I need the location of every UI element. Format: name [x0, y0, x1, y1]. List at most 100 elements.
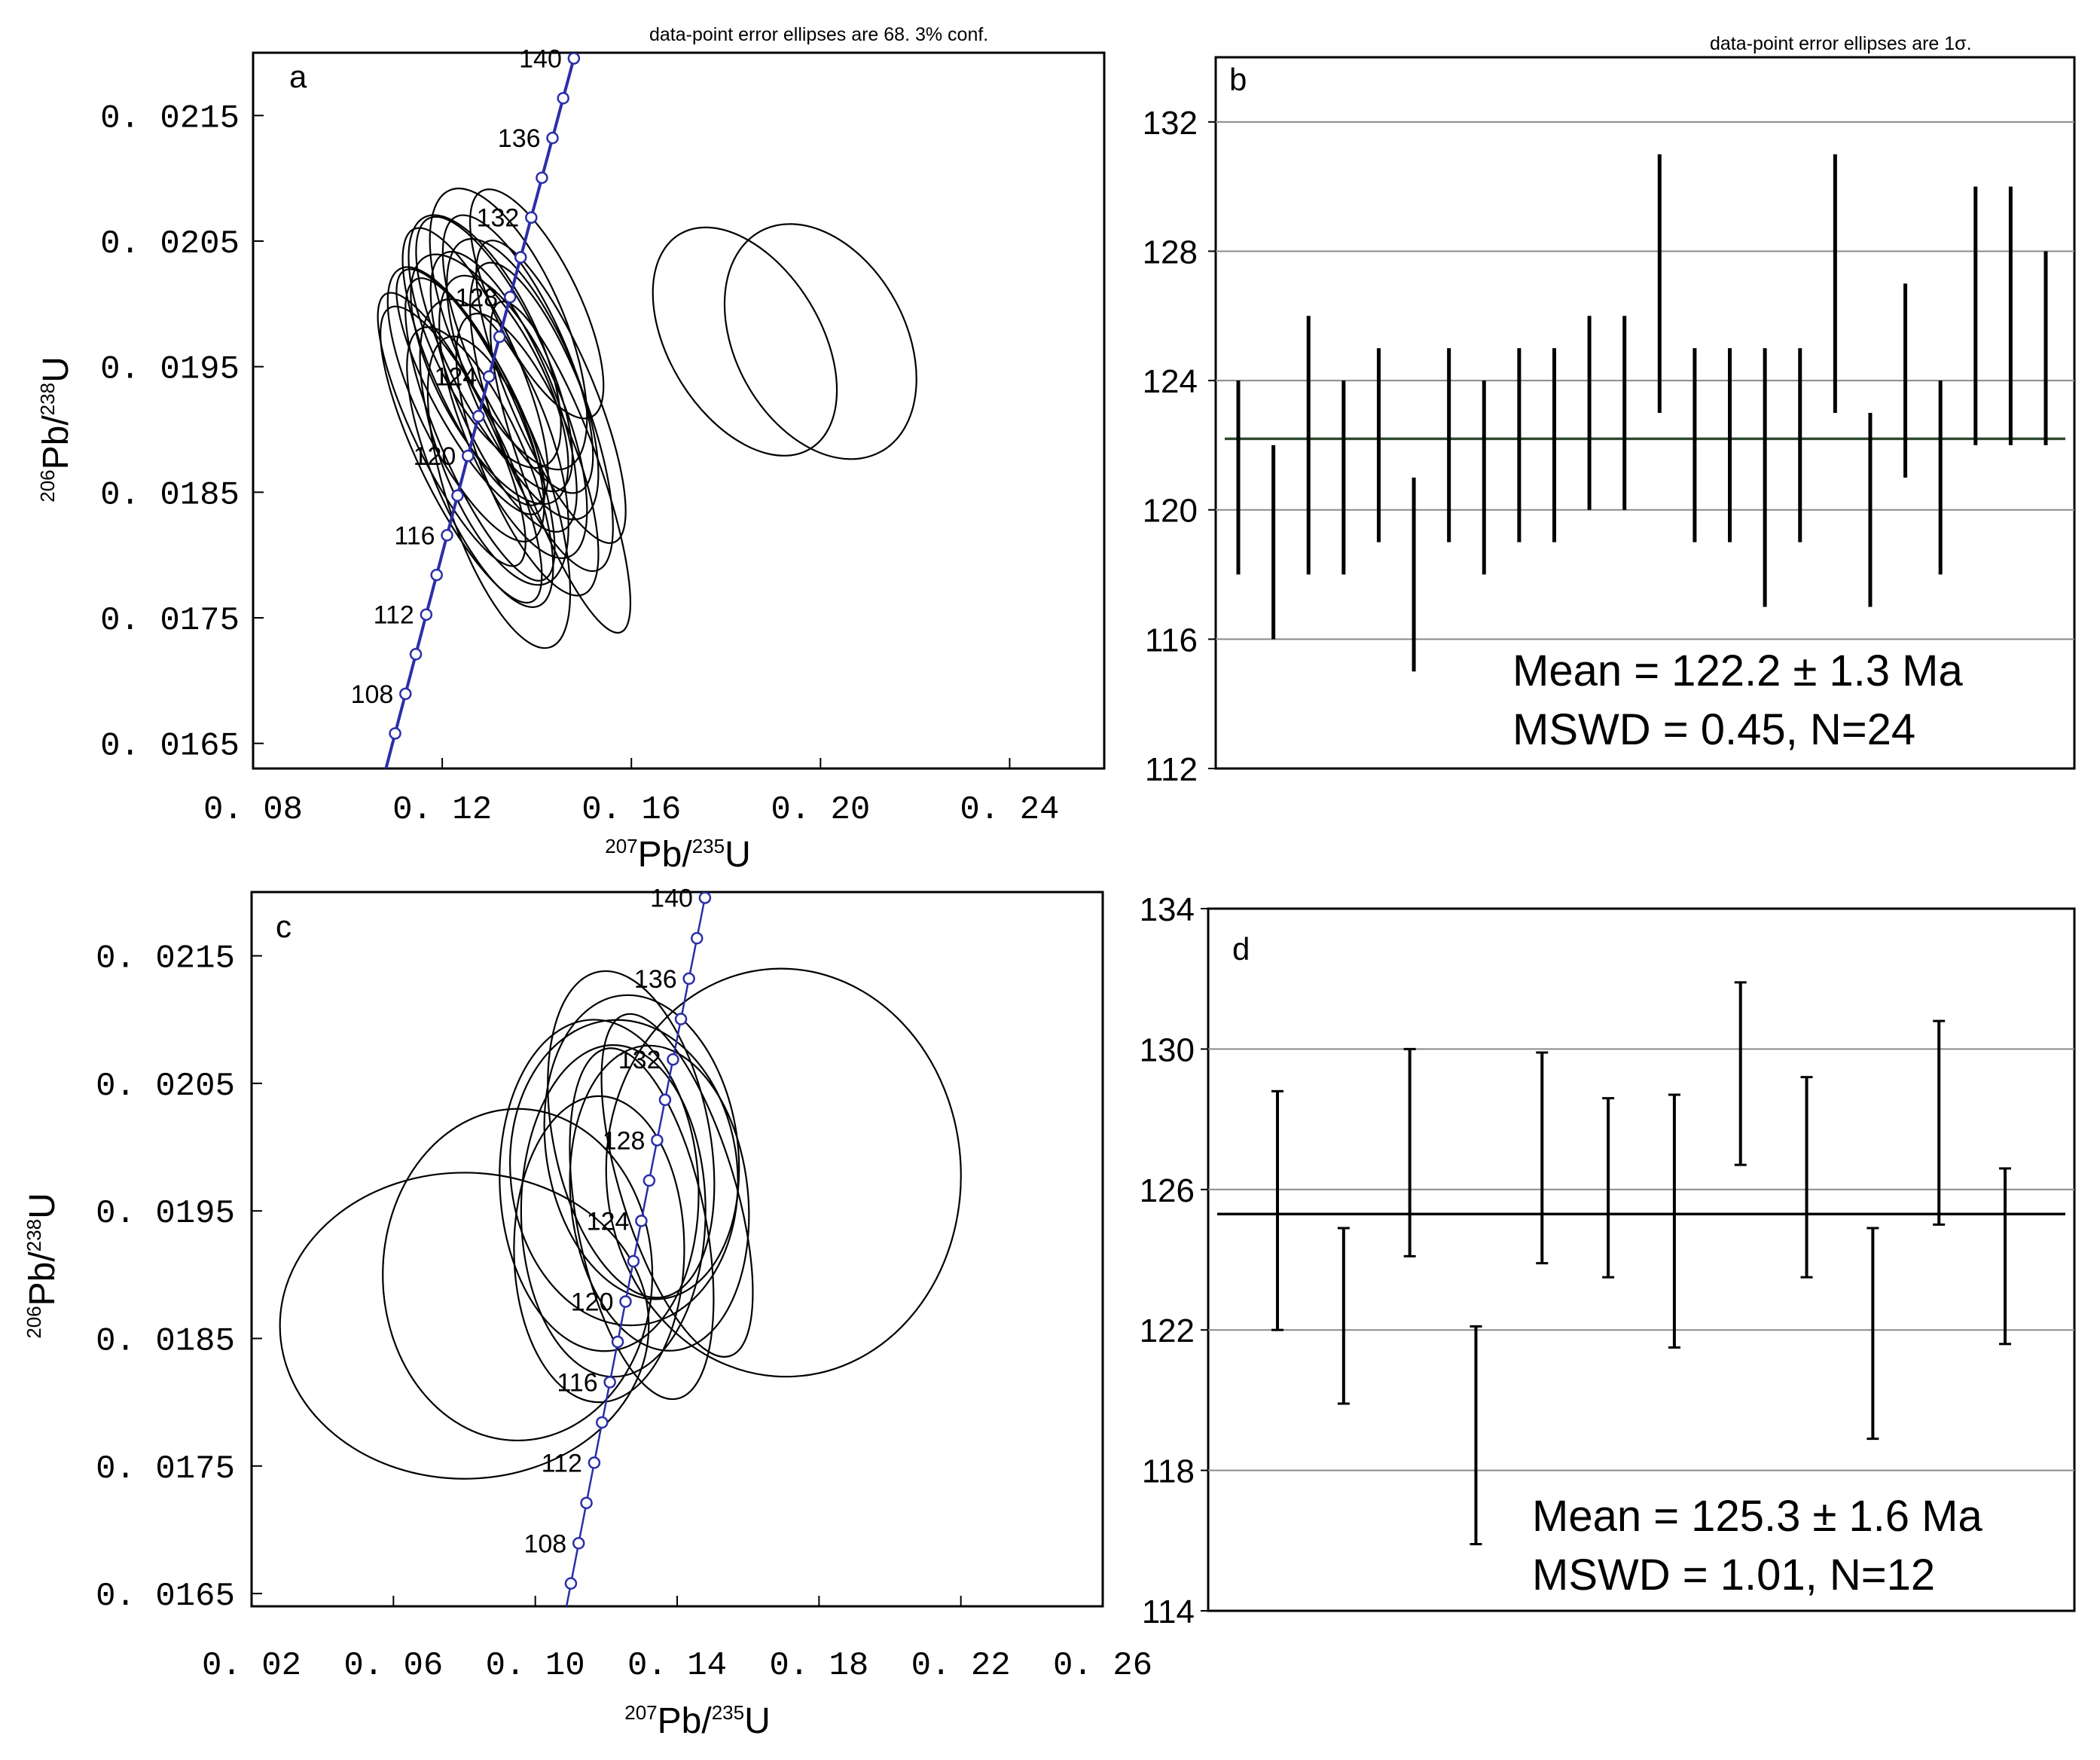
concordia-age-marker	[451, 489, 464, 503]
x-tick-label: 0. 20	[771, 791, 870, 829]
error-ellipse	[410, 253, 569, 506]
panel-d-label: d	[1232, 931, 1250, 967]
panel-b-mswd-text: MSWD = 0.45, N=24	[1512, 705, 1915, 754]
concordia-age-marker	[635, 1215, 648, 1227]
y-tick-label: 132	[1143, 105, 1198, 142]
y-tick-label: 116	[1145, 622, 1198, 658]
error-ellipse	[508, 1019, 739, 1327]
error-ellipse	[415, 215, 574, 493]
error-ellipse	[605, 967, 962, 1378]
concordia-age-marker	[667, 1053, 679, 1066]
concordia-age-marker	[525, 211, 538, 224]
panel-b-frame	[1214, 56, 2076, 770]
concordia-age-label: 140	[519, 44, 562, 73]
x-tick-label: 0. 22	[911, 1647, 1011, 1685]
x-tick-label: 0. 24	[960, 791, 1059, 829]
x-tick-label: 0. 16	[581, 791, 681, 829]
panel-c-plot-area: 108 112 116 120 124 128 132 136 140	[279, 885, 962, 1606]
panel-c-x-axis-label: 207Pb/235U	[624, 1701, 771, 1741]
panel-b-plot-area	[1216, 121, 2074, 672]
concordia-age-label: 120	[571, 1288, 614, 1317]
concordia-age-marker	[588, 1456, 601, 1469]
panel-a-frame	[252, 51, 1106, 770]
panel-a-label: a	[289, 59, 307, 94]
error-ellipse	[446, 238, 600, 521]
concordia-age-marker	[399, 687, 412, 701]
concordia-age-marker	[409, 648, 423, 661]
error-ellipse	[441, 214, 594, 494]
y-tick-label: 126	[1140, 1172, 1195, 1209]
panel-d-y-ticks: 114 118 122 126 130 134	[1140, 891, 1208, 1630]
error-ellipse	[426, 335, 572, 649]
error-ellipse	[513, 1095, 685, 1404]
error-ellipse	[406, 326, 554, 608]
error-ellipse	[429, 251, 578, 533]
y-tick-label: 0. 0185	[100, 476, 240, 514]
concordia-age-marker	[580, 1496, 593, 1510]
y-tick-label: 0. 0205	[100, 225, 240, 263]
y-tick-label: 0. 0215	[96, 940, 235, 978]
error-ellipse	[569, 1047, 715, 1401]
concordia-age-label: 120	[414, 442, 456, 471]
concordia-age-label: 124	[587, 1207, 630, 1236]
concordia-age-marker	[611, 1335, 624, 1349]
y-tick-label: 0. 0175	[100, 602, 240, 640]
panel-b-label: b	[1229, 62, 1247, 97]
error-ellipse	[380, 305, 543, 604]
panel-d-mswd-text: MSWD = 1.01, N=12	[1532, 1551, 1935, 1600]
concordia-age-label: 140	[650, 885, 693, 913]
panel-a-y-axis-label: 206Pb/238U	[36, 356, 76, 503]
panel-c-frame	[250, 891, 1104, 1608]
error-ellipse	[279, 1172, 650, 1480]
y-tick-label: 114	[1142, 1593, 1195, 1630]
error-ellipse	[455, 313, 600, 597]
concordia-age-marker	[514, 251, 527, 264]
concordia-age-marker	[482, 370, 496, 383]
concordia-age-marker	[536, 171, 548, 185]
panel-b-mean-text: Mean = 122.2 ± 1.3 Ma	[1512, 646, 1963, 695]
concordia-age-label: 112	[374, 601, 414, 630]
concordia-age-marker	[389, 727, 401, 740]
concordia-age-label: 112	[542, 1449, 582, 1477]
panel-a-note: data-point error ellipses are 68. 3% con…	[649, 24, 988, 45]
concordia-age-marker	[546, 131, 559, 145]
panel-a-x-ticks: 0. 08 0. 12 0. 16 0. 20 0. 24	[203, 758, 1059, 829]
y-tick-label: 124	[1143, 363, 1198, 400]
y-tick-label: 0. 0185	[96, 1323, 235, 1361]
concordia-age-marker	[503, 291, 517, 304]
concordia-age-label: 132	[477, 204, 520, 233]
y-tick-label: 118	[1142, 1453, 1195, 1490]
y-tick-label: 112	[1145, 751, 1198, 788]
panel-b-weighted-mean: data-point error ellipses are 1σ. b 1121…	[1143, 33, 2076, 788]
concordia-age-label: 136	[634, 965, 677, 994]
concordia-age-marker	[643, 1174, 656, 1187]
error-ellipse	[652, 226, 838, 457]
panel-c-y-ticks: 0. 0165 0. 0175 0. 0185 0. 0195 0. 0205 0. 02…	[96, 940, 262, 1615]
panel-d-frame	[1207, 907, 2076, 1612]
concordia-age-marker	[420, 608, 433, 621]
concordia-age-label: 116	[557, 1369, 597, 1398]
concordia-curve	[384, 53, 577, 768]
concordia-age-marker	[698, 892, 712, 904]
panel-c-label: c	[276, 909, 291, 944]
concordia-age-marker	[441, 529, 453, 542]
error-ellipse	[377, 292, 527, 567]
x-tick-label: 0. 14	[627, 1647, 727, 1685]
panel-d-weighted-mean: d 114 118 122 126 130 134 Mean = 125.3 ± 1.6 …	[1140, 891, 2076, 1630]
concordia-age-label: 108	[523, 1529, 566, 1558]
concordia-age-marker	[493, 330, 506, 344]
y-tick-label: 0. 0175	[96, 1450, 235, 1488]
panel-a-concordia: data-point error ellipses are 68. 3% con…	[36, 24, 1106, 875]
error-ellipse	[499, 1019, 700, 1352]
error-ellipse	[490, 301, 632, 634]
error-ellipse	[475, 240, 627, 544]
concordia-age-label: 136	[498, 124, 541, 153]
x-tick-label: 0. 26	[1053, 1647, 1152, 1685]
y-tick-label: 0. 0195	[100, 351, 240, 389]
concordia-age-marker	[564, 1577, 578, 1590]
panel-d-mean-text: Mean = 125.3 ± 1.6 Ma	[1532, 1492, 1982, 1541]
concordia-age-marker	[462, 449, 475, 463]
concordia-age-marker	[596, 1416, 609, 1429]
